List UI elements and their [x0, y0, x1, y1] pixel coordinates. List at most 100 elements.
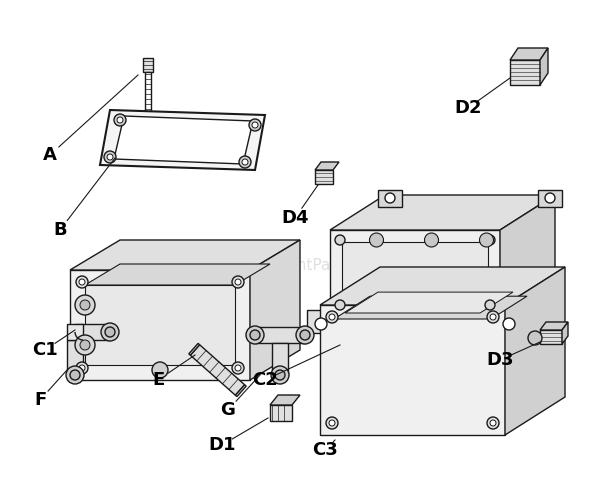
Polygon shape [330, 230, 500, 315]
Circle shape [485, 235, 495, 245]
Polygon shape [250, 240, 300, 380]
Polygon shape [85, 285, 235, 365]
Circle shape [235, 365, 241, 371]
Circle shape [369, 233, 384, 247]
Text: A: A [43, 146, 57, 164]
Circle shape [105, 327, 115, 337]
Text: E: E [152, 371, 164, 389]
Polygon shape [562, 322, 568, 344]
Polygon shape [330, 195, 555, 230]
Polygon shape [378, 190, 402, 207]
Circle shape [152, 362, 168, 378]
Circle shape [296, 326, 314, 344]
Circle shape [335, 300, 345, 310]
Text: C3: C3 [312, 441, 338, 459]
Circle shape [239, 156, 251, 168]
Polygon shape [315, 170, 333, 184]
Circle shape [300, 330, 310, 340]
Circle shape [275, 370, 285, 380]
Polygon shape [70, 240, 300, 270]
Circle shape [75, 335, 95, 355]
Polygon shape [505, 267, 565, 435]
Polygon shape [320, 267, 565, 305]
Polygon shape [189, 343, 199, 355]
Polygon shape [540, 330, 562, 344]
Circle shape [76, 362, 88, 374]
Circle shape [329, 314, 335, 320]
Text: F: F [34, 391, 46, 409]
Circle shape [80, 340, 90, 350]
Polygon shape [114, 116, 253, 164]
Polygon shape [270, 395, 300, 405]
Polygon shape [270, 405, 292, 421]
Circle shape [326, 417, 338, 429]
Text: D3: D3 [486, 351, 514, 369]
Circle shape [104, 151, 116, 163]
Text: eReplacementParts.com: eReplacementParts.com [202, 258, 388, 273]
Circle shape [232, 276, 244, 288]
Circle shape [485, 300, 495, 310]
Circle shape [79, 365, 85, 371]
Circle shape [490, 314, 496, 320]
Circle shape [335, 235, 345, 245]
Text: C1: C1 [32, 341, 58, 359]
Polygon shape [538, 190, 562, 207]
Polygon shape [191, 345, 245, 395]
Polygon shape [255, 327, 305, 343]
Circle shape [487, 417, 499, 429]
Text: D1: D1 [208, 436, 236, 454]
Circle shape [70, 370, 80, 380]
Circle shape [232, 362, 244, 374]
Circle shape [76, 276, 88, 288]
Circle shape [66, 366, 84, 384]
Polygon shape [235, 385, 246, 397]
Text: C2: C2 [252, 371, 278, 389]
Polygon shape [307, 310, 335, 333]
Polygon shape [510, 48, 548, 60]
Circle shape [79, 279, 85, 285]
Text: B: B [53, 221, 67, 239]
Circle shape [75, 295, 95, 315]
Circle shape [528, 331, 542, 345]
Polygon shape [67, 340, 83, 375]
Circle shape [252, 122, 258, 128]
Polygon shape [100, 110, 265, 170]
Circle shape [326, 311, 338, 323]
Polygon shape [70, 270, 250, 380]
Circle shape [385, 193, 395, 203]
Polygon shape [145, 72, 151, 118]
Polygon shape [345, 292, 513, 313]
Circle shape [315, 318, 327, 330]
Polygon shape [510, 60, 540, 85]
Circle shape [480, 233, 493, 247]
Circle shape [107, 154, 113, 160]
Polygon shape [272, 343, 288, 375]
Circle shape [114, 114, 126, 126]
Circle shape [235, 279, 241, 285]
Circle shape [242, 159, 248, 165]
Polygon shape [75, 324, 110, 340]
Polygon shape [85, 264, 270, 285]
Circle shape [271, 366, 289, 384]
Text: D2: D2 [454, 99, 482, 117]
Polygon shape [334, 296, 527, 319]
Circle shape [490, 420, 496, 426]
Circle shape [246, 326, 264, 344]
Circle shape [80, 300, 90, 310]
Text: D4: D4 [281, 209, 309, 227]
Polygon shape [500, 195, 555, 315]
Circle shape [249, 119, 261, 131]
Polygon shape [495, 310, 523, 333]
Polygon shape [320, 305, 505, 435]
Circle shape [101, 323, 119, 341]
Polygon shape [143, 58, 153, 72]
Circle shape [487, 311, 499, 323]
Polygon shape [315, 162, 339, 170]
Circle shape [117, 117, 123, 123]
Circle shape [424, 233, 438, 247]
Text: G: G [221, 401, 235, 419]
Circle shape [250, 330, 260, 340]
Polygon shape [67, 324, 83, 340]
Circle shape [545, 193, 555, 203]
Polygon shape [342, 242, 488, 303]
